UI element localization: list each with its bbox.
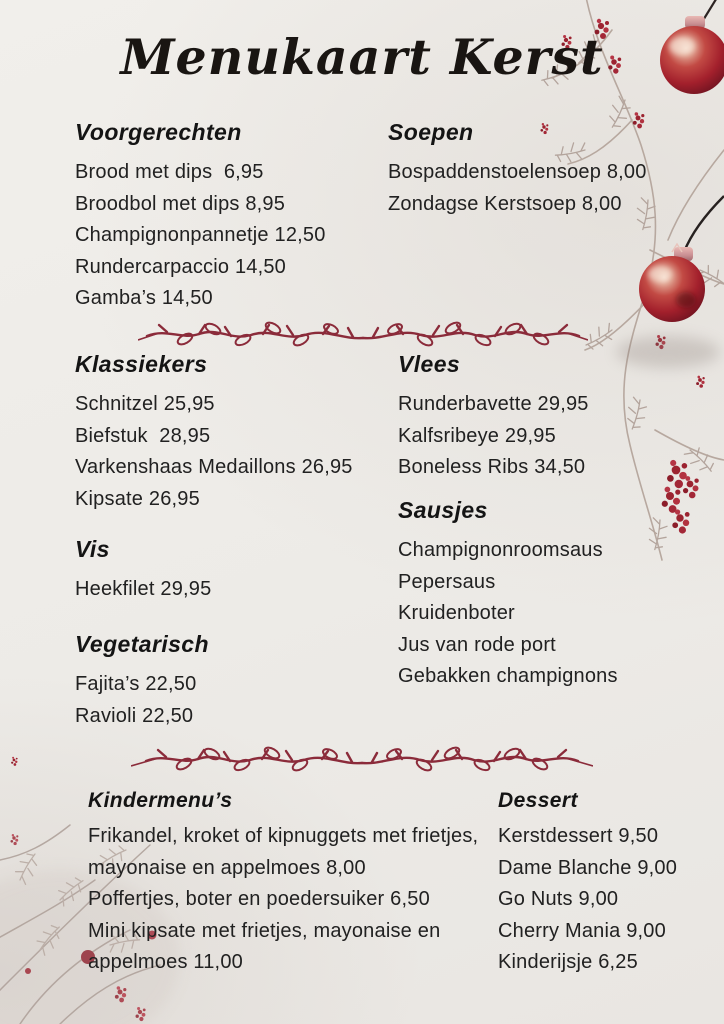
section-heading: Vegetarisch xyxy=(75,631,209,657)
section-items: Bospaddenstoelensoep 8,00 Zondagse Kersts… xyxy=(388,157,698,220)
menu-item: Champignonroomsaus xyxy=(398,539,603,561)
menu-item: Zondagse Kerstsoep 8,00 xyxy=(388,192,622,215)
section-vegetarisch: Vegetarisch Fajita’s 22,50 Ravioli 22,50 xyxy=(75,631,375,732)
section-items: Fajita’s 22,50 Ravioli 22,50 xyxy=(75,669,375,732)
menu-item: Broodbol met dips 8,95 xyxy=(75,192,286,215)
menu-item: Bospaddenstoelensoep 8,00 xyxy=(388,161,647,183)
section-voorgerechten: Voorgerechten Brood met dips 6,95 Broodbo… xyxy=(75,119,395,315)
bottom-left-berry-branch xyxy=(0,824,180,1024)
section-sausjes: Sausjes Champignonroomsaus Pepersaus Kruid… xyxy=(398,497,698,693)
menu-item: Ravioli 22,50 xyxy=(75,704,194,727)
bauble-ornament-hanging xyxy=(616,195,724,368)
menu-item: Go Nuts 9,00 xyxy=(498,888,619,910)
menu-item: Gamba’s 14,50 xyxy=(75,287,213,309)
menu-item: Poffertjes, boter en poedersuiker 6,50 xyxy=(88,888,430,910)
section-items: Brood met dips 6,95 Broodbol met dips 8,9… xyxy=(75,157,395,315)
menu-item: Gebakken champignons xyxy=(398,665,618,687)
menu-item: Runderbavette 29,95 xyxy=(398,393,589,415)
section-items: Frikandel, kroket of kipnuggets met frie… xyxy=(88,821,480,979)
section-items: Schnitzel 25,95 Biefstuk 28,95 Varkenshaas… xyxy=(75,389,405,515)
section-items: Runderbavette 29,95 Kalfsribeye 29,95 Bone… xyxy=(398,389,698,484)
section-heading: Dessert xyxy=(498,789,578,812)
section-vis: Vis Heekfilet 29,95 xyxy=(75,536,375,606)
section-heading: Vis xyxy=(75,536,110,562)
menu-item: Boneless Ribs 34,50 xyxy=(398,456,586,478)
section-heading: Klassiekers xyxy=(75,351,208,377)
section-kindermenus: Kindermenu’s Frikandel, kroket of kipnug… xyxy=(88,789,480,979)
section-klassiekers: Klassiekers Schnitzel 25,95 Biefstuk 28,9… xyxy=(75,351,405,515)
menu-item: Dame Blanche 9,00 xyxy=(498,856,678,879)
menu-item: Biefstuk 28,95 xyxy=(75,424,211,447)
menu-item: Jus van rode port xyxy=(398,633,556,656)
section-heading: Voorgerechten xyxy=(75,119,242,145)
menu-item: Varkenshaas Medaillons 26,95 xyxy=(75,456,353,478)
section-heading: Sausjes xyxy=(398,497,488,523)
section-dessert: Dessert Kerstdessert 9,50 Dame Blanche 9,… xyxy=(498,789,718,979)
menu-item: Pepersaus xyxy=(398,570,496,593)
page-title: Menukaart Kerst xyxy=(120,28,604,86)
section-items: Kerstdessert 9,50 Dame Blanche 9,00 Go Nut… xyxy=(498,821,718,979)
menu-item: Champignonpannetje 12,50 xyxy=(75,224,326,246)
section-heading: Kindermenu’s xyxy=(88,789,233,812)
menu-item: Heekfilet 29,95 xyxy=(75,578,212,600)
menu-item: Frikandel, kroket of kipnuggets met frie… xyxy=(88,825,485,879)
menu-item: Kipsate 26,95 xyxy=(75,487,200,510)
section-soepen: Soepen Bospaddenstoelensoep 8,00 Zondagse… xyxy=(388,119,698,220)
menu-item: Cherry Mania 9,00 xyxy=(498,919,666,942)
menu-item: Kinderijsje 6,25 xyxy=(498,951,638,973)
section-items: Champignonroomsaus Pepersaus Kruidenboter J… xyxy=(398,535,698,693)
section-vlees: Vlees Runderbavette 29,95 Kalfsribeye 29,… xyxy=(398,351,698,484)
section-heading: Vlees xyxy=(398,351,461,377)
menu-item: Rundercarpaccio 14,50 xyxy=(75,255,286,278)
section-heading: Soepen xyxy=(388,119,474,145)
berry-speck xyxy=(11,756,18,766)
menu-item: Fajita’s 22,50 xyxy=(75,673,197,695)
menu-item: Kerstdessert 9,50 xyxy=(498,825,659,847)
menu-item: Kruidenboter xyxy=(398,602,515,624)
menu-item: Schnitzel 25,95 xyxy=(75,393,215,415)
bauble-ornament-top xyxy=(660,0,724,94)
menu-item: Mini kipsate met frietjes, mayonaise en … xyxy=(88,919,447,974)
section-items: Heekfilet 29,95 xyxy=(75,574,375,606)
menu-item: Kalfsribeye 29,95 xyxy=(398,424,556,447)
menu-item: Brood met dips 6,95 xyxy=(75,161,264,183)
